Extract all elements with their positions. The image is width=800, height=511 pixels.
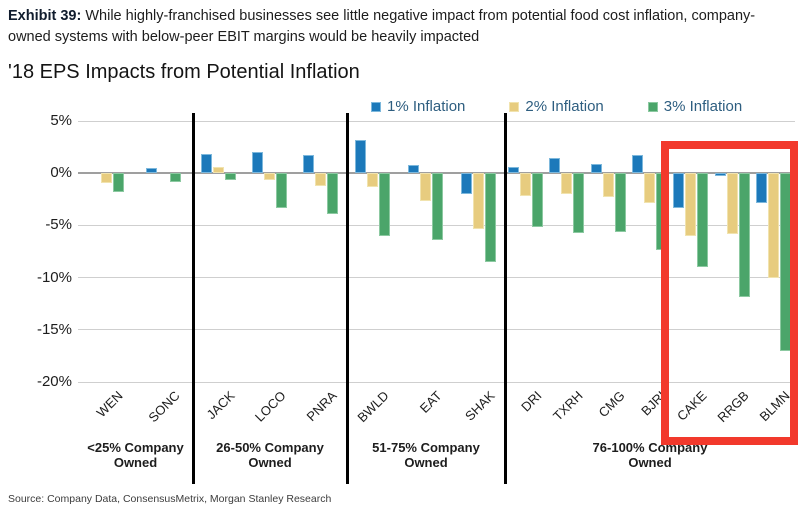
bar-1Inflation-TXRH — [549, 157, 561, 174]
bar-2Inflation-CMG — [602, 173, 614, 198]
y-tick-label: -10% — [36, 268, 72, 286]
gridline--15% — [78, 329, 795, 331]
chart-title: '18 EPS Impacts from Potential Inflation — [8, 61, 360, 83]
x-tick-SHAK: SHAK — [461, 388, 498, 424]
x-tick-EAT: EAT — [416, 388, 445, 416]
group-label-jack: 26-50% Company Owned — [216, 440, 324, 470]
x-tick-WEN: WEN — [93, 388, 126, 421]
legend-item-1pct-inflation: 1% Inflation — [371, 98, 465, 115]
bar-1Inflation-SONC — [146, 167, 158, 174]
exhibit-header: Exhibit 39: While highly-franchised busi… — [8, 6, 794, 48]
x-tick-PNRA: PNRA — [303, 388, 340, 425]
bar-3Inflation-BWLD — [379, 173, 391, 236]
legend-swatch-2pct — [509, 101, 520, 112]
group-separator — [346, 113, 349, 484]
bar-3Inflation-PNRA — [327, 173, 339, 214]
bar-1Inflation-SHAK — [460, 173, 472, 195]
legend-swatch-1pct — [371, 101, 381, 112]
bar-2Inflation-JACK — [212, 166, 224, 174]
legend-item-2pct-inflation: 2% Inflation — [509, 98, 604, 115]
bar-2Inflation-PNRA — [315, 173, 327, 186]
bar-2Inflation-DRI — [519, 173, 531, 197]
y-tick-label: -15% — [36, 320, 72, 338]
group-label-bwld: 51-75% Company Owned — [372, 440, 480, 470]
legend-label: 3% Inflation — [663, 98, 743, 115]
bar-3Inflation-EAT — [432, 173, 443, 240]
source-note: Source: Company Data, ConsensusMetrix, M… — [8, 493, 332, 505]
bar-2Inflation-SHAK — [472, 173, 484, 229]
bar-1Inflation-CAKE — [673, 173, 685, 208]
bar-1Inflation-BJRI — [632, 155, 643, 174]
y-tick-label: -5% — [45, 216, 72, 234]
bar-3Inflation-SONC — [170, 173, 182, 182]
gridline-5% — [78, 120, 795, 122]
bar-1Inflation-CMG — [590, 163, 602, 174]
bar-1Inflation-EAT — [408, 164, 419, 174]
bar-2Inflation-TXRH — [561, 173, 573, 195]
exhibit-number: Exhibit 39: — [8, 8, 82, 24]
bar-1Inflation-JACK — [200, 154, 212, 174]
bar-2Inflation-WEN — [100, 173, 112, 183]
bar-1Inflation-BWLD — [355, 139, 367, 174]
bar-2Inflation-RRGB — [726, 173, 738, 234]
exhibit-caption: While highly-franchised businesses see l… — [8, 8, 756, 45]
y-tick-label: 0% — [50, 164, 72, 182]
bar-3Inflation-TXRH — [573, 173, 585, 233]
bar-3Inflation-LOCO — [276, 173, 287, 208]
x-tick-BWLD: BWLD — [354, 388, 392, 426]
bar-3Inflation-DRI — [531, 173, 543, 228]
x-tick-JACK: JACK — [203, 388, 238, 423]
y-tick-label: 5% — [50, 112, 72, 129]
bar-2Inflation-BLMN — [768, 173, 780, 278]
bar-2Inflation-BWLD — [367, 173, 379, 187]
legend-label: 1% Inflation — [387, 98, 466, 115]
bar-1Inflation-RRGB — [714, 173, 726, 177]
x-tick-LOCO: LOCO — [251, 388, 289, 425]
group-separator — [504, 113, 507, 484]
group-label-wen: <25% Company Owned — [87, 440, 184, 470]
bar-1Inflation-PNRA — [303, 155, 315, 174]
bar-3Inflation-BLMN — [780, 173, 792, 351]
bar-1Inflation-DRI — [507, 166, 519, 174]
bar-3Inflation-JACK — [224, 173, 236, 181]
bar-3Inflation-WEN — [112, 173, 124, 192]
group-separator — [192, 113, 195, 484]
gridline--10% — [78, 277, 795, 279]
bar-1Inflation-LOCO — [252, 152, 263, 174]
bar-2Inflation-CAKE — [685, 173, 697, 236]
legend-label: 2% Inflation — [525, 98, 604, 115]
highlight-rectangle — [661, 141, 798, 445]
bar-3Inflation-RRGB — [738, 173, 750, 298]
legend-item-3pct-inflation: 3% Inflation — [647, 98, 743, 115]
legend-swatch-3pct — [647, 101, 658, 112]
x-tick-SONC: SONC — [145, 388, 183, 426]
bar-3Inflation-CMG — [614, 173, 626, 232]
gridline--20% — [78, 381, 795, 383]
bar-2Inflation-BJRI — [644, 173, 655, 204]
legend: 1% Inflation 2% Inflation 3% Inflation — [371, 98, 742, 115]
bar-2Inflation-EAT — [420, 173, 431, 202]
bar-2Inflation-LOCO — [264, 173, 275, 181]
bar-3Inflation-SHAK — [484, 173, 496, 262]
bar-3Inflation-CAKE — [697, 173, 709, 268]
y-tick-label: -20% — [36, 373, 72, 390]
bar-1Inflation-BLMN — [756, 173, 768, 204]
